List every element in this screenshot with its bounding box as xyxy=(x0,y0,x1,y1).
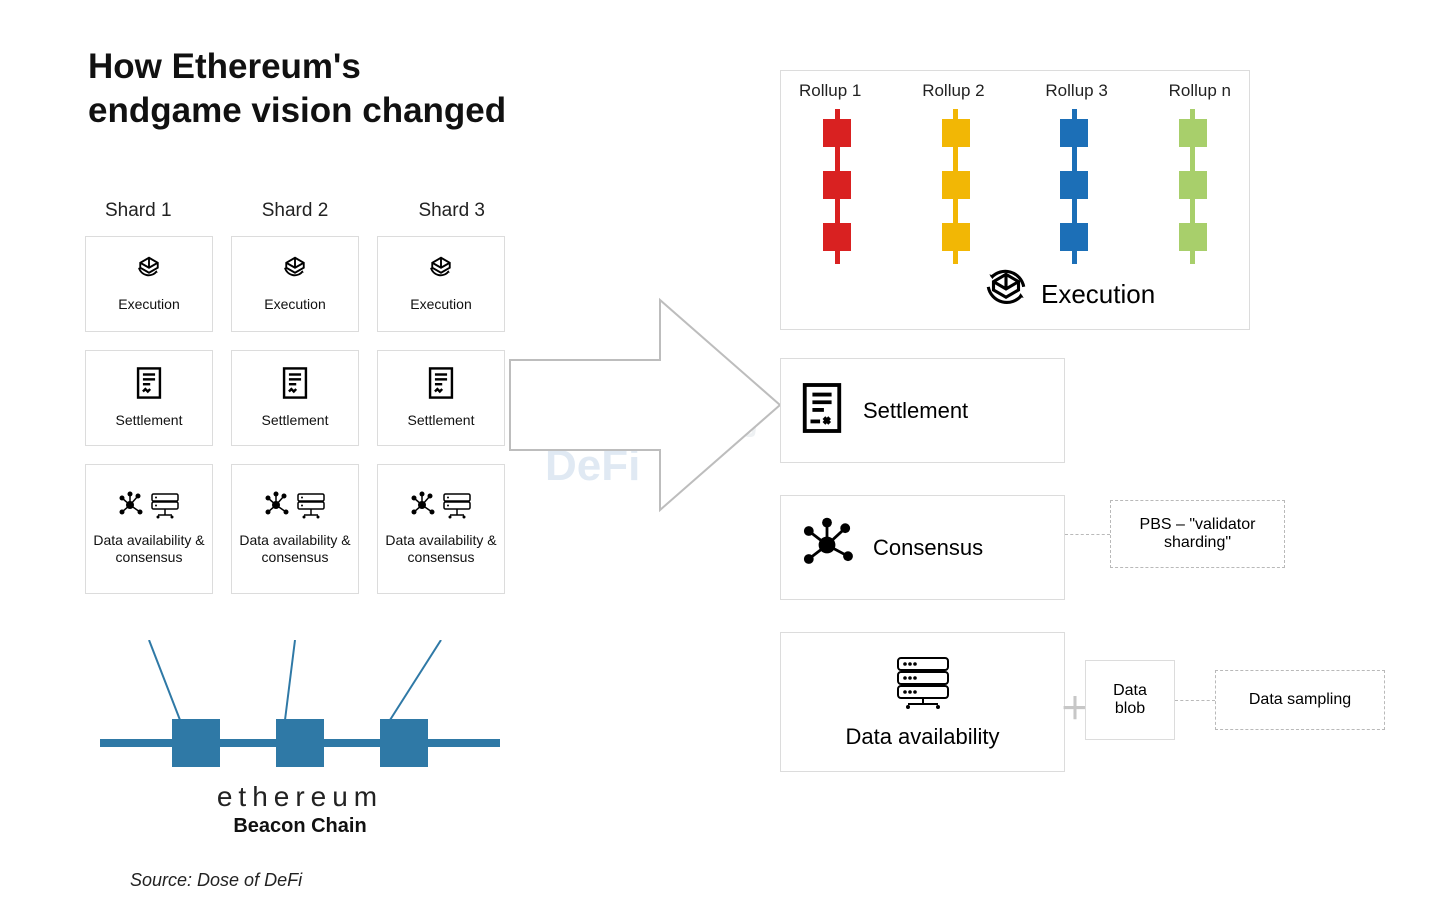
network-server-icon xyxy=(410,490,472,524)
beacon-block xyxy=(276,719,324,767)
right-settlement-box: Settlement xyxy=(780,358,1065,463)
shard3-settlement: Settlement xyxy=(377,350,505,446)
data-label: Data availability & consensus xyxy=(92,532,206,566)
right-execution-label: Execution xyxy=(981,266,1155,323)
beacon-block xyxy=(172,719,220,767)
execution-row: Execution Execution Execution xyxy=(85,236,505,332)
rollup-label-n: Rollup n xyxy=(1169,81,1231,101)
network-icon xyxy=(799,517,855,579)
execution-label: Execution xyxy=(264,296,325,313)
right-consensus-box: Consensus xyxy=(780,495,1065,600)
shard3-execution: Execution xyxy=(377,236,505,332)
annot-pbs: PBS – "validator sharding" xyxy=(1110,500,1285,568)
shard-labels: Shard 1 Shard 2 Shard 3 xyxy=(85,200,505,236)
document-check-icon xyxy=(799,380,845,442)
rollup-chain-1 xyxy=(809,109,865,264)
rollup-label-3: Rollup 3 xyxy=(1045,81,1107,101)
shard2-settlement: Settlement xyxy=(231,350,359,446)
source-label: Source: Dose of DeFi xyxy=(130,870,302,891)
rollup-chain-n xyxy=(1165,109,1221,264)
execution-label: Execution xyxy=(118,296,179,313)
beacon-block xyxy=(380,719,428,767)
document-check-icon xyxy=(280,366,310,404)
network-server-icon xyxy=(264,490,326,524)
annot-data-blob: Data blob xyxy=(1085,660,1175,740)
right-data-box: Data availability xyxy=(780,632,1065,772)
consensus-text: Consensus xyxy=(873,535,983,561)
beacon-title: ethereum xyxy=(100,781,500,813)
beacon-chain: ethereum Beacon Chain xyxy=(100,695,500,855)
rollup-label-2: Rollup 2 xyxy=(922,81,984,101)
rollup-chains xyxy=(795,109,1235,264)
data-label: Data availability & consensus xyxy=(384,532,498,566)
shard-label-2: Shard 2 xyxy=(262,200,329,222)
data-row: Data availability & consensus Data avail… xyxy=(85,464,505,594)
annot-sampling-connector xyxy=(1175,700,1215,701)
gears-icon xyxy=(280,254,310,288)
title-line-1: How Ethereum's xyxy=(88,47,361,86)
shard3-data: Data availability & consensus xyxy=(377,464,505,594)
shard2-data: Data availability & consensus xyxy=(231,464,359,594)
transition-arrow xyxy=(505,290,785,520)
annot-data-sampling: Data sampling xyxy=(1215,670,1385,730)
server-icon xyxy=(888,654,958,716)
shard-label-3: Shard 3 xyxy=(418,200,485,222)
title: How Ethereum's endgame vision changed xyxy=(88,45,506,133)
network-server-icon xyxy=(118,490,180,524)
annot-pbs-connector xyxy=(1065,534,1110,535)
shard2-execution: Execution xyxy=(231,236,359,332)
gears-icon xyxy=(981,266,1031,323)
beacon-subtitle: Beacon Chain xyxy=(100,815,500,838)
gears-icon xyxy=(426,254,456,288)
right-execution-panel: Rollup 1 Rollup 2 Rollup 3 Rollup n xyxy=(780,70,1250,330)
settlement-label: Settlement xyxy=(408,412,475,429)
execution-label: Execution xyxy=(410,296,471,313)
settlement-label: Settlement xyxy=(262,412,329,429)
document-check-icon xyxy=(426,366,456,404)
shard1-execution: Execution xyxy=(85,236,213,332)
document-check-icon xyxy=(134,366,164,404)
left-panel: Shard 1 Shard 2 Shard 3 Execution Execut… xyxy=(85,200,505,594)
title-line-2: endgame vision changed xyxy=(88,91,506,130)
settlement-label: Settlement xyxy=(116,412,183,429)
gears-icon xyxy=(134,254,164,288)
rollup-chain-2 xyxy=(928,109,984,264)
shard1-settlement: Settlement xyxy=(85,350,213,446)
execution-text: Execution xyxy=(1041,279,1155,310)
settlement-text: Settlement xyxy=(863,398,968,424)
rollup-label-1: Rollup 1 xyxy=(799,81,861,101)
settlement-row: Settlement Settlement Settlement xyxy=(85,350,505,446)
shard-label-1: Shard 1 xyxy=(105,200,172,222)
rollup-chain-3 xyxy=(1046,109,1102,264)
data-label: Data availability & consensus xyxy=(238,532,352,566)
rollup-labels: Rollup 1 Rollup 2 Rollup 3 Rollup n xyxy=(795,81,1235,109)
shard1-data: Data availability & consensus xyxy=(85,464,213,594)
data-text: Data availability xyxy=(845,724,999,750)
